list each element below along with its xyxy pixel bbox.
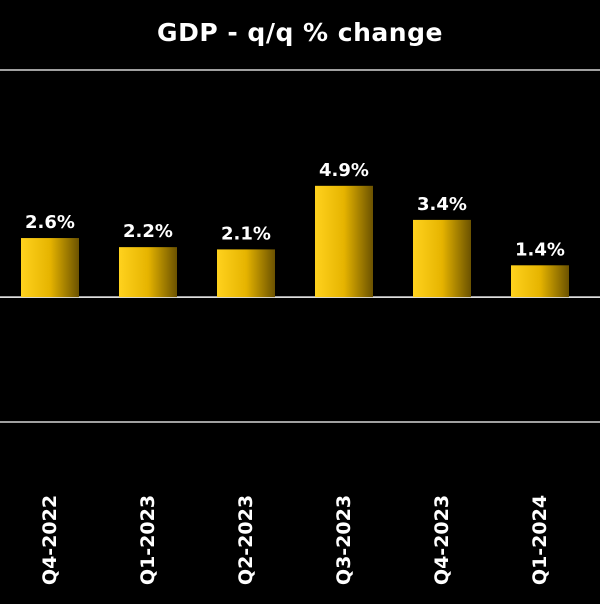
data-label-q1-2024: 1.4% bbox=[515, 239, 565, 260]
bar-q4-2022 bbox=[21, 238, 79, 298]
x-tick-label-q2-2023: Q2-2023 bbox=[235, 495, 257, 585]
x-tick-label-q1-2024: Q1-2024 bbox=[529, 495, 551, 585]
bar-q1-2023 bbox=[119, 247, 177, 298]
data-label-q4-2022: 2.6% bbox=[25, 212, 75, 233]
x-tick-label-q4-2022: Q4-2022 bbox=[39, 495, 61, 585]
chart-title: GDP - q/q % change bbox=[157, 18, 443, 47]
data-label-q3-2023: 4.9% bbox=[319, 160, 369, 181]
bar-q1-2024 bbox=[511, 265, 569, 298]
x-tick-label-q3-2023: Q3-2023 bbox=[333, 495, 355, 585]
data-label-q4-2023: 3.4% bbox=[417, 194, 467, 215]
data-label-q2-2023: 2.1% bbox=[221, 223, 271, 244]
x-tick-label-q1-2023: Q1-2023 bbox=[137, 495, 159, 585]
data-label-q1-2023: 2.2% bbox=[123, 221, 173, 242]
x-tick-label-q4-2023: Q4-2023 bbox=[431, 495, 453, 585]
bar-q3-2023 bbox=[315, 185, 373, 298]
bar-q4-2023 bbox=[413, 219, 471, 298]
bar-q2-2023 bbox=[217, 249, 275, 298]
